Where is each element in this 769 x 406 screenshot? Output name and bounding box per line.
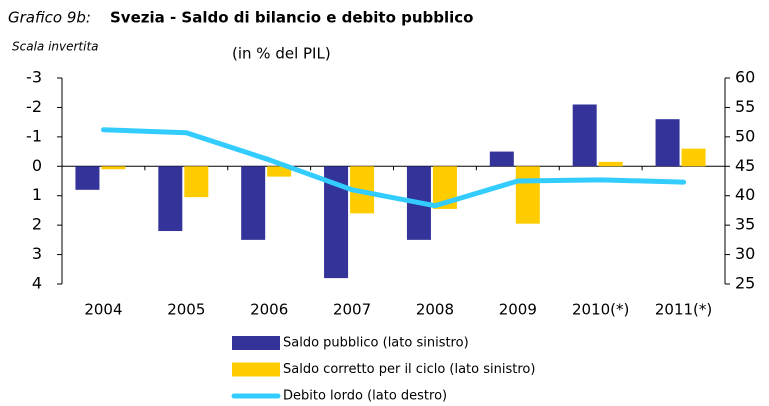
x-tick-label: 2006 [250, 301, 288, 319]
legend-swatch [232, 336, 280, 350]
chart-title: Svezia - Saldo di bilancio e debito pubb… [110, 9, 474, 27]
y-tick-label: 3 [32, 244, 42, 263]
figure-label: Grafico 9b: [8, 9, 91, 27]
y2-tick-label: 45 [735, 156, 755, 175]
bar [489, 151, 514, 167]
y2-tick-label: 60 [735, 68, 755, 87]
y-tick-label: 0 [32, 156, 42, 175]
y-tick-label: -1 [26, 126, 42, 145]
x-tick-label: 2009 [499, 301, 537, 319]
x-tick-label: 2010(*) [572, 301, 629, 319]
y2-tick-label: 30 [735, 244, 755, 263]
bar [572, 104, 597, 167]
x-tick-label: 2005 [167, 301, 205, 319]
x-tick-label: 2011(*) [655, 301, 712, 319]
bar [241, 166, 266, 240]
legend-label: Debito lordo (lato destro) [283, 389, 447, 404]
y-tick-label: -2 [26, 97, 42, 116]
y2-tick-label: 35 [735, 215, 755, 234]
x-tick-label: 2008 [416, 301, 454, 319]
legend-swatch [232, 362, 280, 377]
annotation: Scala invertita [12, 40, 99, 54]
legend-label: Saldo pubblico (lato sinistro) [283, 336, 469, 351]
y-tick-label: 1 [32, 185, 42, 204]
y-tick-label: 2 [32, 215, 42, 234]
y2-tick-label: 50 [735, 126, 755, 145]
y2-tick-label: 55 [735, 97, 755, 116]
x-tick-label: 2004 [84, 301, 122, 319]
chart-subtitle: (in % del PIL) [232, 45, 331, 63]
bar [655, 119, 680, 167]
bar [598, 161, 623, 167]
x-tick-label: 2007 [333, 301, 371, 319]
bar [267, 166, 292, 177]
bar [75, 166, 100, 190]
y-tick-label: -3 [26, 68, 42, 87]
bar [158, 166, 183, 232]
line [100, 127, 687, 209]
bar [515, 166, 540, 224]
legend-label: Saldo corretto per il ciclo (lato sinist… [283, 362, 535, 377]
y2-tick-label: 25 [735, 274, 755, 293]
bar [681, 148, 706, 167]
y2-tick-label: 40 [735, 185, 755, 204]
bar [184, 166, 209, 198]
bar [101, 166, 126, 170]
y-tick-label: 4 [32, 274, 42, 293]
